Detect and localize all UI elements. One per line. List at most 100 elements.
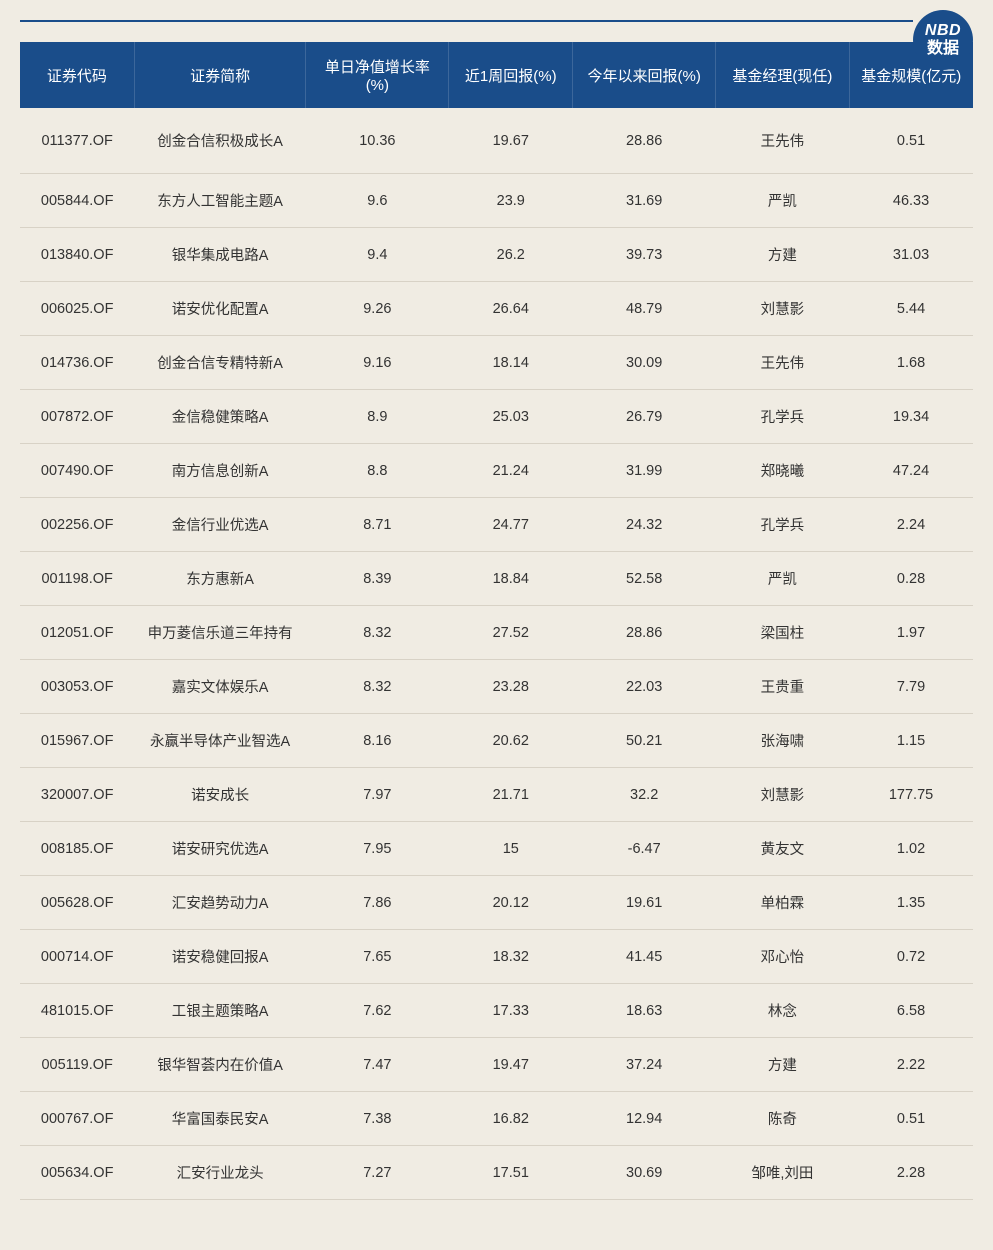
table-cell: 10.36 bbox=[306, 108, 449, 174]
table-cell: 005844.OF bbox=[20, 174, 134, 228]
table-cell: 27.52 bbox=[449, 606, 573, 660]
table-cell: 007872.OF bbox=[20, 390, 134, 444]
table-cell: 006025.OF bbox=[20, 282, 134, 336]
table-cell: 481015.OF bbox=[20, 984, 134, 1038]
table-cell: 严凯 bbox=[716, 552, 849, 606]
table-cell: 19.67 bbox=[449, 108, 573, 174]
table-row: 008185.OF诺安研究优选A7.9515-6.47黄友文1.02 bbox=[20, 822, 973, 876]
table-cell: 东方惠新A bbox=[134, 552, 306, 606]
table-row: 006025.OF诺安优化配置A9.2626.6448.79刘慧影5.44 bbox=[20, 282, 973, 336]
table-cell: 005634.OF bbox=[20, 1146, 134, 1200]
table-cell: 19.61 bbox=[573, 876, 716, 930]
table-cell: 15 bbox=[449, 822, 573, 876]
table-cell: 23.9 bbox=[449, 174, 573, 228]
table-cell: 2.28 bbox=[849, 1146, 973, 1200]
table-cell: 8.9 bbox=[306, 390, 449, 444]
table-row: 011377.OF创金合信积极成长A10.3619.6728.86王先伟0.51 bbox=[20, 108, 973, 174]
badge-line2: 数据 bbox=[927, 40, 959, 58]
table-cell: 002256.OF bbox=[20, 498, 134, 552]
table-cell: 创金合信专精特新A bbox=[134, 336, 306, 390]
table-cell: 17.51 bbox=[449, 1146, 573, 1200]
table-cell: 23.28 bbox=[449, 660, 573, 714]
table-cell: 18.14 bbox=[449, 336, 573, 390]
table-body: 011377.OF创金合信积极成长A10.3619.6728.86王先伟0.51… bbox=[20, 108, 973, 1200]
table-cell: 17.33 bbox=[449, 984, 573, 1038]
table-cell: 王贵重 bbox=[716, 660, 849, 714]
table-cell: 9.16 bbox=[306, 336, 449, 390]
table-cell: 19.34 bbox=[849, 390, 973, 444]
table-cell: 邓心怡 bbox=[716, 930, 849, 984]
table-cell: 8.32 bbox=[306, 606, 449, 660]
table-cell: 7.62 bbox=[306, 984, 449, 1038]
table-cell: 48.79 bbox=[573, 282, 716, 336]
table-cell: 诺安研究优选A bbox=[134, 822, 306, 876]
table-cell: 1.15 bbox=[849, 714, 973, 768]
table-row: 013840.OF银华集成电路A9.426.239.73方建31.03 bbox=[20, 228, 973, 282]
table-cell: 20.62 bbox=[449, 714, 573, 768]
table-cell: 012051.OF bbox=[20, 606, 134, 660]
table-cell: 005628.OF bbox=[20, 876, 134, 930]
table-cell: 003053.OF bbox=[20, 660, 134, 714]
table-cell: 5.44 bbox=[849, 282, 973, 336]
table-row: 002256.OF金信行业优选A8.7124.7724.32孔学兵2.24 bbox=[20, 498, 973, 552]
table-row: 014736.OF创金合信专精特新A9.1618.1430.09王先伟1.68 bbox=[20, 336, 973, 390]
table-cell: 刘慧影 bbox=[716, 768, 849, 822]
table-cell: 创金合信积极成长A bbox=[134, 108, 306, 174]
table-cell: 32.2 bbox=[573, 768, 716, 822]
table-cell: 28.86 bbox=[573, 606, 716, 660]
table-cell: 金信稳健策略A bbox=[134, 390, 306, 444]
table-cell: 7.27 bbox=[306, 1146, 449, 1200]
nbd-badge: NBD 数据 bbox=[913, 10, 973, 70]
table-cell: 16.82 bbox=[449, 1092, 573, 1146]
table-row: 005844.OF东方人工智能主题A9.623.931.69严凯46.33 bbox=[20, 174, 973, 228]
table-cell: 7.65 bbox=[306, 930, 449, 984]
col-daily: 单日净值增长率(%) bbox=[306, 42, 449, 108]
table-cell: 严凯 bbox=[716, 174, 849, 228]
table-cell: 8.16 bbox=[306, 714, 449, 768]
table-cell: 31.69 bbox=[573, 174, 716, 228]
table-row: 000714.OF诺安稳健回报A7.6518.3241.45邓心怡0.72 bbox=[20, 930, 973, 984]
table-cell: 孔学兵 bbox=[716, 498, 849, 552]
table-cell: 52.58 bbox=[573, 552, 716, 606]
table-cell: 汇安趋势动力A bbox=[134, 876, 306, 930]
table-cell: 011377.OF bbox=[20, 108, 134, 174]
table-cell: 南方信息创新A bbox=[134, 444, 306, 498]
table-cell: 50.21 bbox=[573, 714, 716, 768]
table-cell: 26.64 bbox=[449, 282, 573, 336]
col-code: 证券代码 bbox=[20, 42, 134, 108]
table-cell: 013840.OF bbox=[20, 228, 134, 282]
table-cell: 1.02 bbox=[849, 822, 973, 876]
table-cell: 0.51 bbox=[849, 1092, 973, 1146]
table-cell: 008185.OF bbox=[20, 822, 134, 876]
table-cell: 46.33 bbox=[849, 174, 973, 228]
table-cell: 单柏霖 bbox=[716, 876, 849, 930]
table-cell: 刘慧影 bbox=[716, 282, 849, 336]
table-cell: 张海啸 bbox=[716, 714, 849, 768]
badge-line1: NBD bbox=[925, 22, 961, 40]
table-cell: 9.26 bbox=[306, 282, 449, 336]
table-cell: 39.73 bbox=[573, 228, 716, 282]
table-row: 005628.OF汇安趋势动力A7.8620.1219.61单柏霖1.35 bbox=[20, 876, 973, 930]
table-cell: 8.39 bbox=[306, 552, 449, 606]
table-cell: 申万菱信乐道三年持有 bbox=[134, 606, 306, 660]
table-cell: 7.38 bbox=[306, 1092, 449, 1146]
table-row: 001198.OF东方惠新A8.3918.8452.58严凯0.28 bbox=[20, 552, 973, 606]
table-row: 003053.OF嘉实文体娱乐A8.3223.2822.03王贵重7.79 bbox=[20, 660, 973, 714]
fund-table: 证券代码 证券简称 单日净值增长率(%) 近1周回报(%) 今年以来回报(%) … bbox=[20, 42, 973, 1200]
table-cell: 0.51 bbox=[849, 108, 973, 174]
table-cell: 9.6 bbox=[306, 174, 449, 228]
table-cell: 22.03 bbox=[573, 660, 716, 714]
table-cell: 1.97 bbox=[849, 606, 973, 660]
table-cell: 28.86 bbox=[573, 108, 716, 174]
table-cell: 梁国柱 bbox=[716, 606, 849, 660]
table-cell: 孔学兵 bbox=[716, 390, 849, 444]
table-cell: 0.28 bbox=[849, 552, 973, 606]
table-cell: 001198.OF bbox=[20, 552, 134, 606]
table-cell: 25.03 bbox=[449, 390, 573, 444]
table-row: 000767.OF华富国泰民安A7.3816.8212.94陈奇0.51 bbox=[20, 1092, 973, 1146]
table-cell: 41.45 bbox=[573, 930, 716, 984]
table-cell: 诺安稳健回报A bbox=[134, 930, 306, 984]
table-cell: 林念 bbox=[716, 984, 849, 1038]
table-cell: 东方人工智能主题A bbox=[134, 174, 306, 228]
table-cell: 8.8 bbox=[306, 444, 449, 498]
